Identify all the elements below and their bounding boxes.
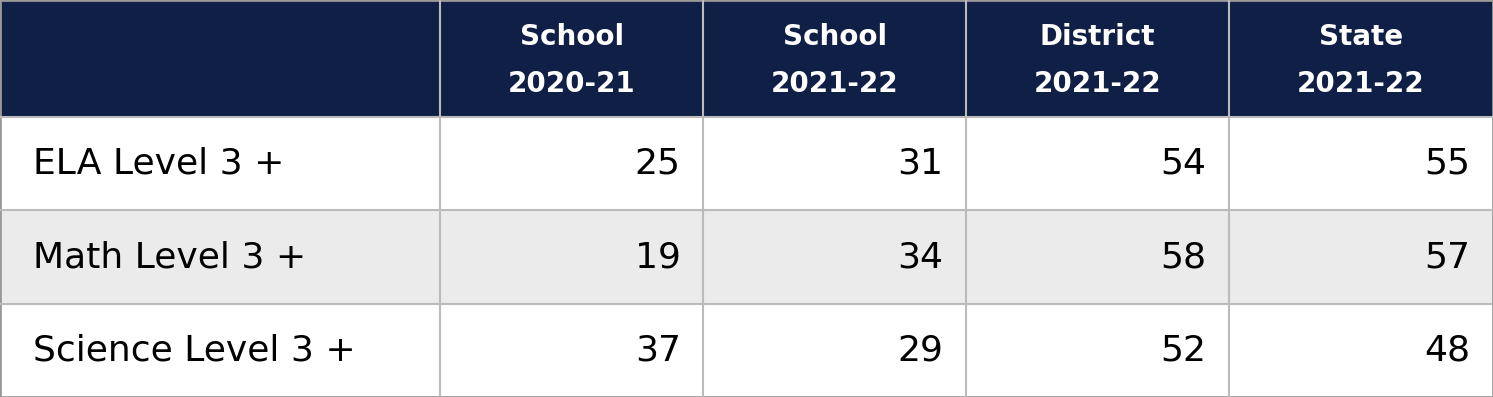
Bar bbox=[966, 304, 1229, 397]
Bar bbox=[440, 304, 703, 397]
Bar bbox=[966, 210, 1229, 304]
Bar bbox=[703, 0, 966, 117]
Text: School: School bbox=[520, 23, 624, 51]
Text: Science Level 3 +: Science Level 3 + bbox=[33, 333, 355, 367]
Text: State: State bbox=[1318, 23, 1403, 51]
Text: 2020-21: 2020-21 bbox=[508, 70, 636, 98]
Bar bbox=[440, 0, 703, 117]
Bar bbox=[703, 210, 966, 304]
Text: 31: 31 bbox=[897, 147, 944, 181]
Bar bbox=[703, 117, 966, 210]
Text: 55: 55 bbox=[1424, 147, 1471, 181]
Text: 19: 19 bbox=[635, 240, 681, 274]
Text: 34: 34 bbox=[897, 240, 944, 274]
Text: District: District bbox=[1039, 23, 1156, 51]
Text: 25: 25 bbox=[635, 147, 681, 181]
Text: 2021-22: 2021-22 bbox=[1033, 70, 1162, 98]
Text: 52: 52 bbox=[1160, 333, 1206, 367]
Bar bbox=[440, 117, 703, 210]
Bar bbox=[1229, 117, 1493, 210]
Bar bbox=[1229, 304, 1493, 397]
Bar bbox=[703, 304, 966, 397]
Bar bbox=[966, 117, 1229, 210]
Text: 54: 54 bbox=[1160, 147, 1206, 181]
Bar bbox=[966, 0, 1229, 117]
Text: 37: 37 bbox=[635, 333, 681, 367]
Text: 58: 58 bbox=[1160, 240, 1206, 274]
Bar bbox=[0, 304, 440, 397]
Bar bbox=[440, 210, 703, 304]
Bar bbox=[0, 117, 440, 210]
Bar bbox=[1229, 210, 1493, 304]
Text: 29: 29 bbox=[897, 333, 944, 367]
Text: 2021-22: 2021-22 bbox=[770, 70, 899, 98]
Text: 48: 48 bbox=[1424, 333, 1471, 367]
Text: 2021-22: 2021-22 bbox=[1297, 70, 1424, 98]
Bar bbox=[1229, 0, 1493, 117]
Text: ELA Level 3 +: ELA Level 3 + bbox=[33, 147, 284, 181]
Text: 57: 57 bbox=[1424, 240, 1471, 274]
Text: School: School bbox=[782, 23, 887, 51]
Bar bbox=[0, 210, 440, 304]
Bar bbox=[0, 0, 440, 117]
Text: Math Level 3 +: Math Level 3 + bbox=[33, 240, 306, 274]
